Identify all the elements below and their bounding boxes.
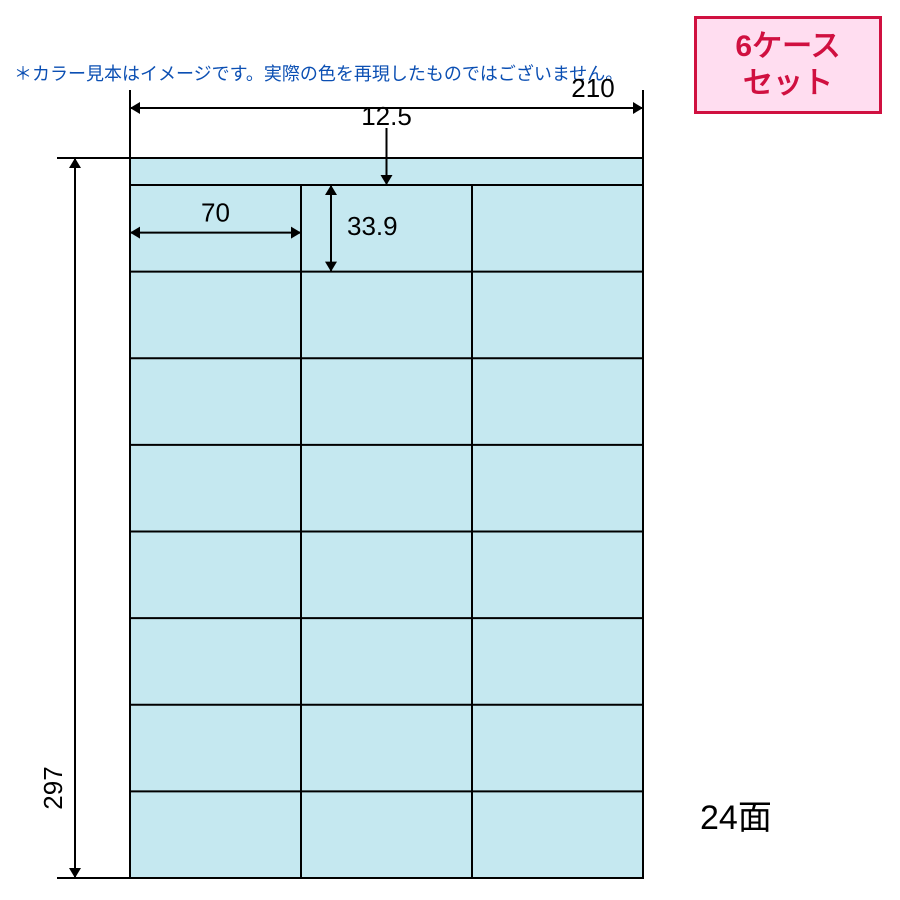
svg-text:70: 70 bbox=[201, 198, 230, 228]
sheet-outline bbox=[130, 158, 643, 878]
svg-text:297: 297 bbox=[38, 766, 68, 809]
label-sheet-diagram: 210 12.5 70 33.9 297 bbox=[0, 0, 900, 900]
svg-text:210: 210 bbox=[571, 73, 614, 103]
svg-text:33.9: 33.9 bbox=[347, 211, 398, 241]
svg-text:12.5: 12.5 bbox=[361, 101, 412, 131]
